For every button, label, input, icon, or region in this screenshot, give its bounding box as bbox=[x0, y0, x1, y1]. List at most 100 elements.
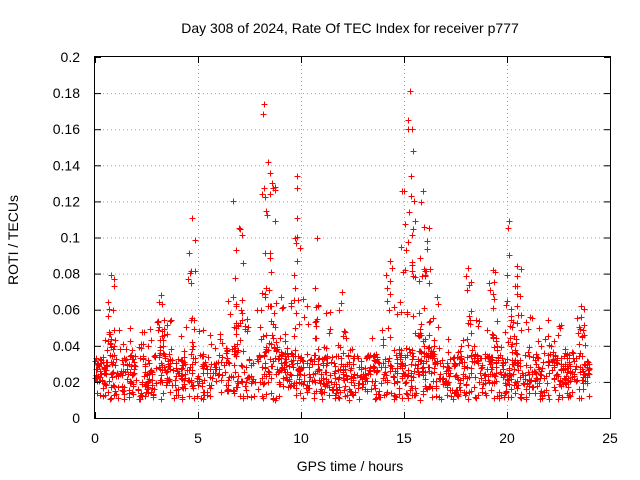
data-point bbox=[490, 291, 497, 298]
chart-title: Day 308 of 2024, Rate Of TEC Index for r… bbox=[181, 20, 519, 36]
data-point bbox=[376, 388, 383, 395]
data-point bbox=[482, 371, 489, 378]
data-point bbox=[435, 324, 442, 331]
data-point bbox=[575, 330, 582, 337]
data-point bbox=[235, 323, 242, 330]
data-point bbox=[272, 324, 279, 331]
data-point bbox=[153, 380, 160, 387]
data-point bbox=[356, 396, 363, 403]
data-point bbox=[397, 299, 404, 306]
data-point bbox=[179, 396, 186, 403]
data-point bbox=[336, 384, 343, 391]
data-point bbox=[420, 188, 427, 195]
data-point bbox=[464, 364, 471, 371]
data-point bbox=[197, 352, 204, 359]
data-point bbox=[424, 246, 431, 253]
data-point bbox=[109, 370, 116, 377]
data-point bbox=[201, 362, 208, 369]
data-point bbox=[112, 388, 119, 395]
data-point bbox=[581, 306, 588, 313]
data-point bbox=[342, 383, 349, 390]
data-point bbox=[204, 366, 211, 373]
data-point bbox=[263, 391, 270, 398]
data-point bbox=[545, 333, 552, 340]
data-point bbox=[562, 361, 569, 368]
data-point bbox=[504, 272, 511, 279]
data-point bbox=[538, 372, 545, 379]
data-point bbox=[293, 240, 300, 247]
data-point bbox=[189, 339, 196, 346]
data-point bbox=[488, 387, 495, 394]
data-point bbox=[266, 369, 273, 376]
data-point bbox=[477, 370, 484, 377]
data-point bbox=[309, 361, 316, 368]
data-point bbox=[251, 393, 258, 400]
data-point bbox=[158, 396, 165, 403]
data-point bbox=[507, 335, 514, 342]
data-point bbox=[244, 393, 251, 400]
data-point bbox=[265, 379, 272, 386]
data-point bbox=[554, 360, 561, 367]
data-point bbox=[231, 362, 238, 369]
data-point bbox=[514, 320, 521, 327]
data-point bbox=[320, 375, 327, 382]
data-point bbox=[207, 374, 214, 381]
data-point bbox=[450, 355, 457, 362]
data-point bbox=[448, 393, 455, 400]
data-point bbox=[112, 337, 119, 344]
data-point bbox=[466, 313, 473, 320]
data-point bbox=[104, 363, 111, 370]
data-point bbox=[243, 364, 250, 371]
data-point bbox=[340, 350, 347, 357]
data-point bbox=[327, 309, 334, 316]
data-point bbox=[268, 375, 275, 382]
data-point bbox=[525, 349, 532, 356]
data-point bbox=[295, 297, 302, 304]
data-point bbox=[318, 371, 325, 378]
data-point bbox=[260, 333, 267, 340]
data-point bbox=[262, 349, 269, 356]
data-point bbox=[386, 355, 393, 362]
data-point bbox=[408, 373, 415, 380]
data-point bbox=[349, 346, 356, 353]
data-point bbox=[545, 362, 552, 369]
data-point bbox=[175, 386, 182, 393]
data-point bbox=[510, 361, 517, 368]
data-point bbox=[434, 294, 441, 301]
data-point bbox=[371, 382, 378, 389]
data-point bbox=[118, 368, 125, 375]
data-point bbox=[259, 364, 266, 371]
data-point bbox=[578, 314, 585, 321]
data-point bbox=[514, 273, 521, 280]
data-point bbox=[188, 351, 195, 358]
data-point bbox=[543, 373, 550, 380]
x-axis-label: GPS time / hours bbox=[297, 458, 404, 474]
data-point bbox=[288, 372, 295, 379]
data-point bbox=[244, 328, 251, 335]
data-point bbox=[465, 342, 472, 349]
data-point bbox=[208, 341, 215, 348]
data-point bbox=[263, 208, 270, 215]
data-point bbox=[462, 392, 469, 399]
data-point bbox=[356, 364, 363, 371]
data-point bbox=[375, 359, 382, 366]
data-point bbox=[370, 353, 377, 360]
data-point bbox=[364, 378, 371, 385]
data-point bbox=[409, 126, 416, 133]
data-point bbox=[372, 396, 379, 403]
data-point bbox=[237, 337, 244, 344]
data-point bbox=[468, 330, 475, 337]
data-point bbox=[506, 252, 513, 259]
data-point bbox=[255, 358, 262, 365]
data-point bbox=[272, 218, 279, 225]
data-point bbox=[396, 391, 403, 398]
data-point bbox=[383, 272, 390, 279]
data-point bbox=[478, 365, 485, 372]
data-point bbox=[534, 376, 541, 383]
data-point bbox=[508, 343, 515, 350]
data-point bbox=[387, 291, 394, 298]
data-point bbox=[229, 346, 236, 353]
data-point bbox=[346, 397, 353, 404]
data-point bbox=[189, 346, 196, 353]
data-point bbox=[555, 332, 562, 339]
